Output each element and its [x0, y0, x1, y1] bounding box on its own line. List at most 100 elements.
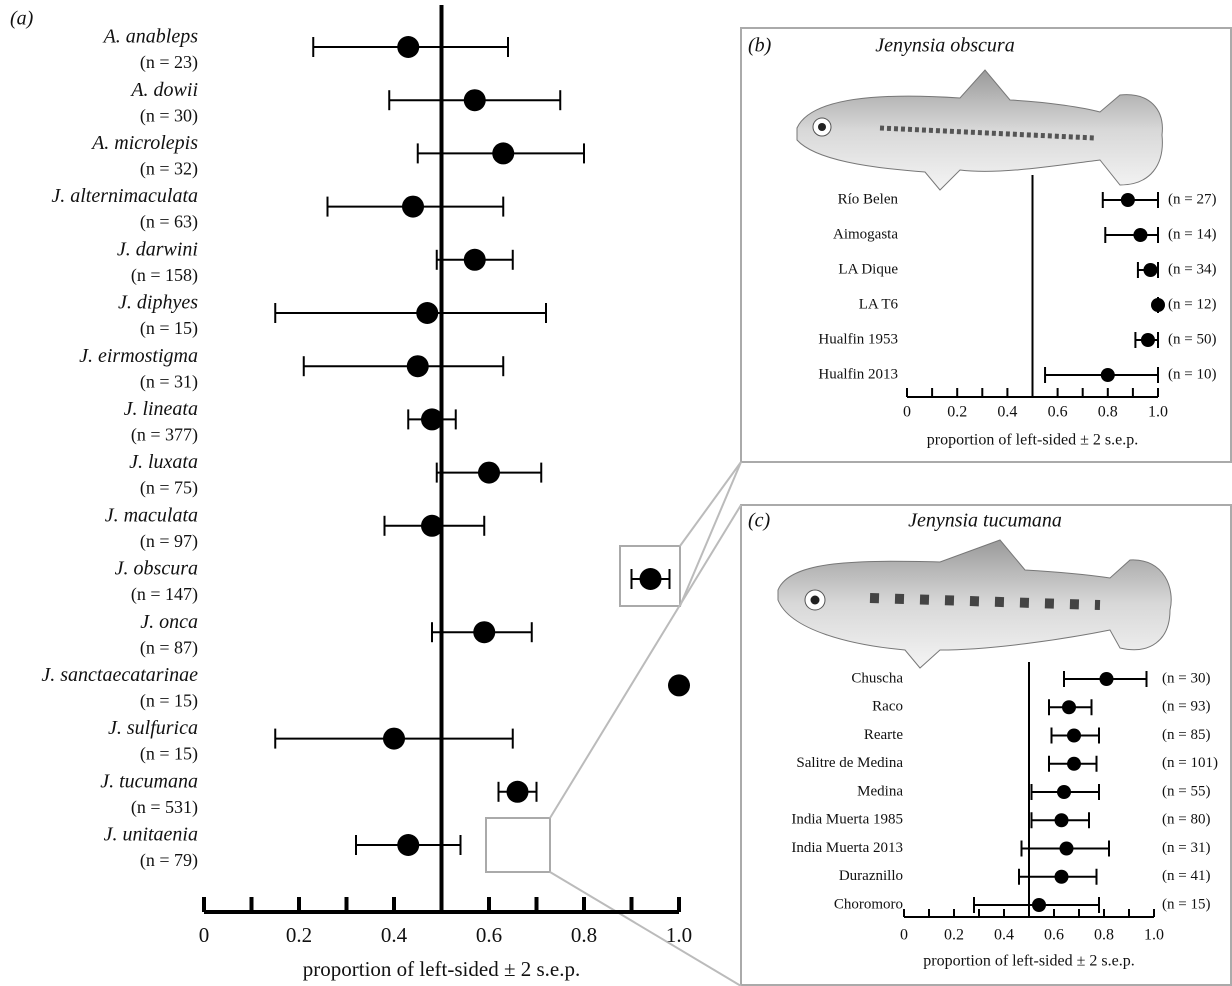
dot — [478, 462, 500, 484]
x-tick-label: 0.8 — [1098, 404, 1118, 421]
dot — [464, 249, 486, 271]
n-label: (n = 15) — [140, 691, 198, 712]
dot — [1143, 263, 1157, 277]
n-label: (n = 15) — [140, 318, 198, 339]
category-label: Hualfin 1953 — [818, 331, 898, 347]
category-label: J. maculata — [105, 504, 198, 526]
x-tick-label: 0.2 — [286, 923, 312, 947]
n-label: (n = 14) — [1168, 226, 1216, 242]
n-label: (n = 30) — [1162, 670, 1210, 686]
panel-label: (b) — [748, 35, 772, 57]
n-label: (n = 27) — [1168, 191, 1216, 207]
category-label: India Muerta 1985 — [791, 812, 903, 828]
category-label: A. microlepis — [90, 132, 198, 154]
x-tick-label: 0 — [199, 923, 210, 947]
n-label: (n = 15) — [1162, 896, 1210, 912]
dot — [1067, 729, 1081, 743]
n-label: (n = 15) — [140, 744, 198, 765]
dot — [492, 142, 514, 164]
x-tick-label: 0.8 — [1094, 927, 1114, 944]
figure: (a) 0 0.2 0.4 0.6 0.8 1.0 proportion of left-si… — [0, 0, 1232, 986]
category-label: J. unitaenia — [104, 824, 198, 846]
zoom-line — [550, 505, 741, 818]
x-tick-label: 0.4 — [997, 404, 1017, 421]
category-label: Duraznillo — [839, 868, 903, 884]
category-label: J. lineata — [124, 398, 198, 420]
dot — [1141, 333, 1155, 347]
x-tick-label: 0 — [903, 404, 911, 421]
dot — [1101, 368, 1115, 382]
dot — [1121, 193, 1135, 207]
n-label: (n = 63) — [140, 212, 198, 233]
category-label: Río Belen — [838, 191, 899, 207]
x-tick-label: 0.4 — [994, 927, 1014, 944]
x-tick-label: 0.4 — [381, 923, 408, 947]
dot — [397, 36, 419, 58]
dot — [1032, 898, 1046, 912]
x-tick-label: 0.6 — [1048, 404, 1068, 421]
x-tick-label: 0.2 — [944, 927, 964, 944]
category-label: LA Dique — [838, 261, 898, 277]
category-label: Chuscha — [851, 670, 903, 686]
category-label: LA T6 — [859, 296, 899, 312]
x-axis-title: proportion of left-sided ± 2 s.e.p. — [923, 953, 1134, 970]
n-label: (n = 377) — [131, 425, 198, 446]
dot — [421, 515, 443, 537]
category-label: Rearte — [864, 727, 903, 743]
category-label: Hualfin 2013 — [818, 366, 898, 382]
category-label: J. eirmostigma — [79, 345, 198, 367]
dot — [640, 568, 662, 590]
dot — [1067, 757, 1081, 771]
category-label: J. darwini — [117, 238, 198, 260]
category-label: Medina — [857, 783, 903, 799]
x-axis-title: proportion of left-sided ± 2 s.e.p. — [303, 957, 580, 981]
x-tick-label: 0.8 — [571, 923, 597, 947]
n-label: (n = 50) — [1168, 331, 1216, 347]
n-label: (n = 80) — [1162, 812, 1210, 828]
n-label: (n = 30) — [140, 105, 198, 126]
n-label: (n = 41) — [1162, 868, 1210, 884]
x-tick-label: 0 — [900, 927, 908, 944]
x-tick-label: 0.6 — [1044, 927, 1064, 944]
dot — [1055, 813, 1069, 827]
dot — [668, 674, 690, 696]
category-label: Choromoro — [834, 896, 903, 912]
x-axis-title: proportion of left-sided ± 2 s.e.p. — [927, 432, 1138, 449]
dot — [407, 355, 429, 377]
category-label: J. diphyes — [118, 292, 198, 314]
n-label: (n = 87) — [140, 637, 198, 658]
dot — [402, 196, 424, 218]
dot — [1055, 870, 1069, 884]
category-label: A. anableps — [102, 26, 199, 48]
category-label: J. alternimaculata — [51, 185, 198, 207]
dot — [464, 89, 486, 111]
dot — [421, 408, 443, 430]
category-label: Aimogasta — [833, 226, 898, 242]
dot — [1062, 700, 1076, 714]
dot — [383, 728, 405, 750]
dot — [416, 302, 438, 324]
panel-title: Jenynsia obscura — [875, 35, 1014, 57]
n-label: (n = 85) — [1162, 727, 1210, 743]
n-label: (n = 97) — [140, 531, 198, 552]
dot — [1151, 298, 1165, 312]
x-tick-label: 0.2 — [947, 404, 967, 421]
n-label: (n = 147) — [131, 584, 198, 605]
n-label: (n = 158) — [131, 265, 198, 286]
dot — [1057, 785, 1071, 799]
panel-label: (c) — [748, 510, 771, 532]
n-label: (n = 31) — [1162, 840, 1210, 856]
n-label: (n = 12) — [1168, 296, 1216, 312]
n-label: (n = 75) — [140, 478, 198, 499]
zoom-box — [486, 818, 550, 872]
x-tick-label: 1.0 — [1144, 927, 1164, 944]
x-tick-label: 1.0 — [1148, 404, 1168, 421]
n-label: (n = 31) — [140, 371, 198, 392]
panel-label: (a) — [10, 8, 34, 30]
dot — [1060, 842, 1074, 856]
category-label: J. sulfurica — [108, 717, 198, 739]
x-tick-label: 0.6 — [476, 923, 502, 947]
dot — [507, 781, 529, 803]
dot — [397, 834, 419, 856]
n-label: (n = 79) — [140, 850, 198, 871]
